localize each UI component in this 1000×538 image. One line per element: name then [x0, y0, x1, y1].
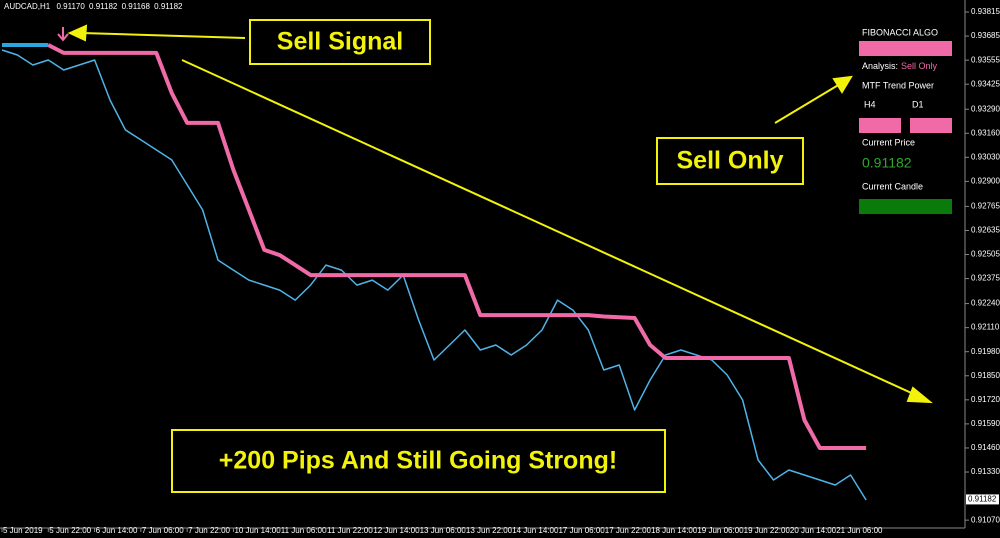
x-tick-label: 19 Jun 06:00: [697, 526, 744, 535]
arrow: [774, 83, 841, 124]
signal-bar: [859, 41, 952, 56]
candle-label: Current Candle: [862, 181, 923, 191]
y-tick-label: 0.91720: [971, 395, 1000, 404]
arrow: [81, 32, 246, 39]
y-tick-label: 0.91070: [971, 515, 1000, 524]
x-tick-label: 11 Jun 06:00: [281, 526, 327, 535]
y-tick-label: 0.93555: [971, 55, 1000, 64]
x-tick-label: 10 Jun 14:00: [234, 526, 281, 535]
x-tick-label: 17 Jun 22:00: [605, 526, 652, 535]
close: 0.91182: [154, 2, 183, 11]
candle-bar: [859, 199, 952, 214]
y-tick-label: 0.93290: [971, 104, 1000, 113]
annotation-box: [171, 429, 666, 493]
x-tick-label: 13 Jun 06:00: [420, 526, 467, 535]
annotation: Sell Signal: [277, 28, 403, 56]
x-tick-label: 6 Jun 14:00: [96, 526, 138, 535]
mtf-label: MTF Trend Power: [862, 80, 934, 90]
arrow-head: [906, 386, 933, 404]
y-tick-label: 0.91980: [971, 347, 1000, 356]
arrow-head: [832, 75, 853, 94]
analysis-value: Sell Only: [901, 61, 938, 71]
y-tick-label: 0.91850: [971, 371, 1000, 380]
tf-label: H4: [864, 99, 876, 109]
y-tick-label: 0.93685: [971, 31, 1000, 40]
y-tick-label: 0.92375: [971, 274, 1000, 283]
current-price-label: 0.91182: [968, 495, 997, 504]
x-tick-label: 14 Jun 14:00: [512, 526, 559, 535]
x-tick-label: 17 Jun 06:00: [558, 526, 605, 535]
x-tick-label: 5 Jun 22:00: [49, 526, 91, 535]
low: 0.91168: [122, 2, 151, 11]
y-tick-label: 0.92110: [971, 323, 1000, 332]
analysis-label: Analysis:: [862, 61, 898, 71]
arrows: [67, 24, 933, 404]
annotation-box: [656, 137, 804, 185]
annotation: +200 Pips And Still Going Strong!: [219, 447, 617, 475]
y-tick-label: 0.93815: [971, 7, 1000, 16]
price-value: 0.91182: [862, 155, 912, 171]
series-line: [1, 49, 867, 501]
y-tick-label: 0.93425: [971, 79, 1000, 88]
y-tick-label: 0.91460: [971, 443, 1000, 452]
symbol: AUDCAD,H1: [4, 2, 51, 11]
tf-label: D1: [912, 99, 924, 109]
x-tick-label: 7 Jun 06:00: [142, 526, 184, 535]
x-tick-label: 20 Jun 14:00: [790, 526, 837, 535]
signal-arrow: [57, 27, 69, 42]
current-price-box: [966, 494, 999, 505]
x-tick-label: 21 Jun 06:00: [836, 526, 883, 535]
tf-box: [859, 118, 901, 133]
y-tick-label: 0.93160: [971, 128, 1000, 137]
y-tick-label: 0.92635: [971, 226, 1000, 235]
analysis: Analysis: Sell Only: [862, 61, 938, 71]
price-label: Current Price: [862, 137, 915, 147]
y-tick-label: 0.92900: [971, 177, 1000, 186]
open: 0.91170: [56, 2, 85, 11]
x-tick-label: 13 Jun 22:00: [466, 526, 513, 535]
arrow-head: [67, 24, 88, 42]
x-tick-label: 7 Jun 22:00: [188, 526, 230, 535]
x-tick-label: 5 Jun 2019: [3, 526, 43, 535]
panel-title: FIBONACCI ALGO: [862, 27, 938, 37]
x-tick-label: 11 Jun 22:00: [327, 526, 373, 535]
y-tick-label: 0.91330: [971, 467, 1000, 476]
y-tick-label: 0.91590: [971, 419, 1000, 428]
y-tick-label: 0.92765: [971, 202, 1000, 211]
tf-box: [910, 118, 952, 133]
header: AUDCAD,H1 0.91170 0.91182 0.91168 0.9118…: [4, 2, 183, 11]
annotation-box: [249, 19, 431, 65]
high: 0.91182: [89, 2, 118, 11]
x-tick-label: 12 Jun 14:00: [373, 526, 420, 535]
x-tick-label: 19 Jun 22:00: [744, 526, 791, 535]
arrow: [181, 59, 919, 397]
x-tick-label: 18 Jun 14:00: [651, 526, 698, 535]
y-tick-label: 0.92505: [971, 250, 1000, 259]
annotation: Sell Only: [677, 147, 784, 175]
series-line: [47, 43, 867, 450]
y-tick-label: 0.93030: [971, 152, 1000, 161]
y-tick-label: 0.92240: [971, 299, 1000, 308]
plot: 0.93815 0.93685 0.93555 0.93425 0.93290 0.931…: [1, 7, 1000, 535]
